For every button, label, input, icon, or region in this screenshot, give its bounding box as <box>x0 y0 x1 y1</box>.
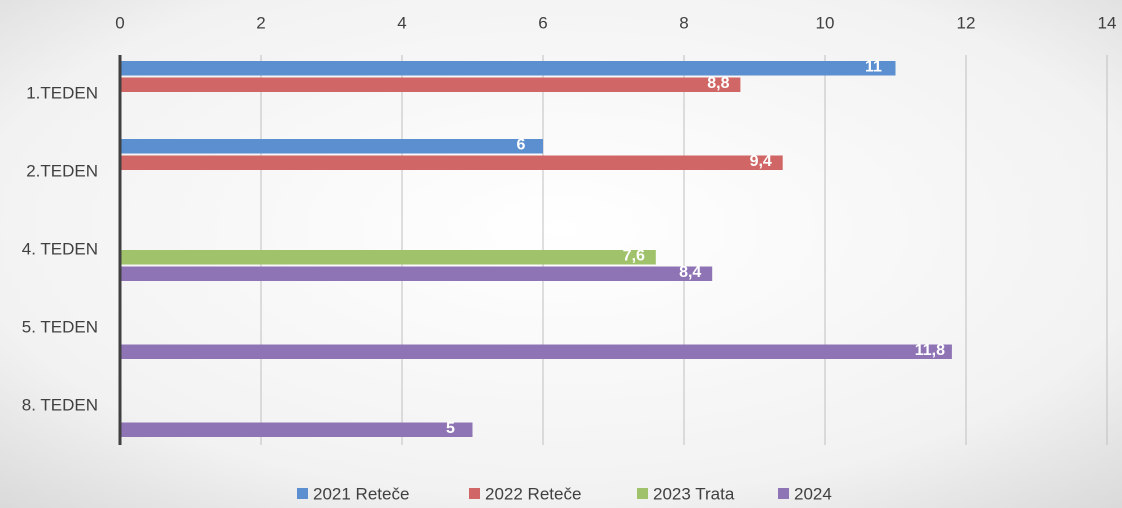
x-tick-label: 2 <box>256 13 265 32</box>
legend-swatch <box>637 488 648 499</box>
value-label: 6 <box>517 136 526 153</box>
value-label: 11,8 <box>915 342 945 359</box>
y-tick-label: 1.TEDEN <box>26 83 98 102</box>
bar <box>120 266 713 281</box>
x-tick-label: 14 <box>1098 13 1117 32</box>
value-label: 5 <box>446 420 455 437</box>
legend-swatch <box>297 488 308 499</box>
legend-label: 2023 Trata <box>653 484 735 503</box>
value-label: 11 <box>865 58 882 75</box>
y-tick-label: 8. TEDEN <box>22 395 98 414</box>
x-tick-label: 0 <box>115 13 124 32</box>
x-tick-label: 12 <box>957 13 976 32</box>
y-tick-label: 5. TEDEN <box>22 317 98 336</box>
legend-label: 2022 Reteče <box>485 484 581 503</box>
x-tick-label: 4 <box>397 13 406 32</box>
x-tick-label: 6 <box>538 13 547 32</box>
bar <box>120 422 473 437</box>
value-label: 9,4 <box>750 153 772 170</box>
value-label: 7,6 <box>623 247 645 264</box>
legend-swatch <box>469 488 480 499</box>
legend: 2021 Reteče 2022 Reteče 2023 Trata 2024 <box>297 484 832 503</box>
y-tick-label: 2.TEDEN <box>26 161 98 180</box>
bar <box>120 250 656 265</box>
x-tick-label: 8 <box>679 13 688 32</box>
x-tick-label: 10 <box>816 13 835 32</box>
legend-label: 2021 Reteče <box>313 484 409 503</box>
bar <box>120 77 741 92</box>
legend-swatch <box>778 488 789 499</box>
value-label: 8,4 <box>679 264 701 281</box>
bar <box>120 61 896 76</box>
value-label: 8,8 <box>707 75 729 92</box>
legend-label: 2024 <box>794 484 832 503</box>
bar <box>120 344 952 359</box>
bars: 1.TEDEN 2.TEDEN 4. TEDEN 5. TEDEN 8. TEDEN 11… <box>22 55 952 445</box>
bar <box>120 155 783 170</box>
y-tick-label: 4. TEDEN <box>22 239 98 258</box>
bar <box>120 139 543 154</box>
